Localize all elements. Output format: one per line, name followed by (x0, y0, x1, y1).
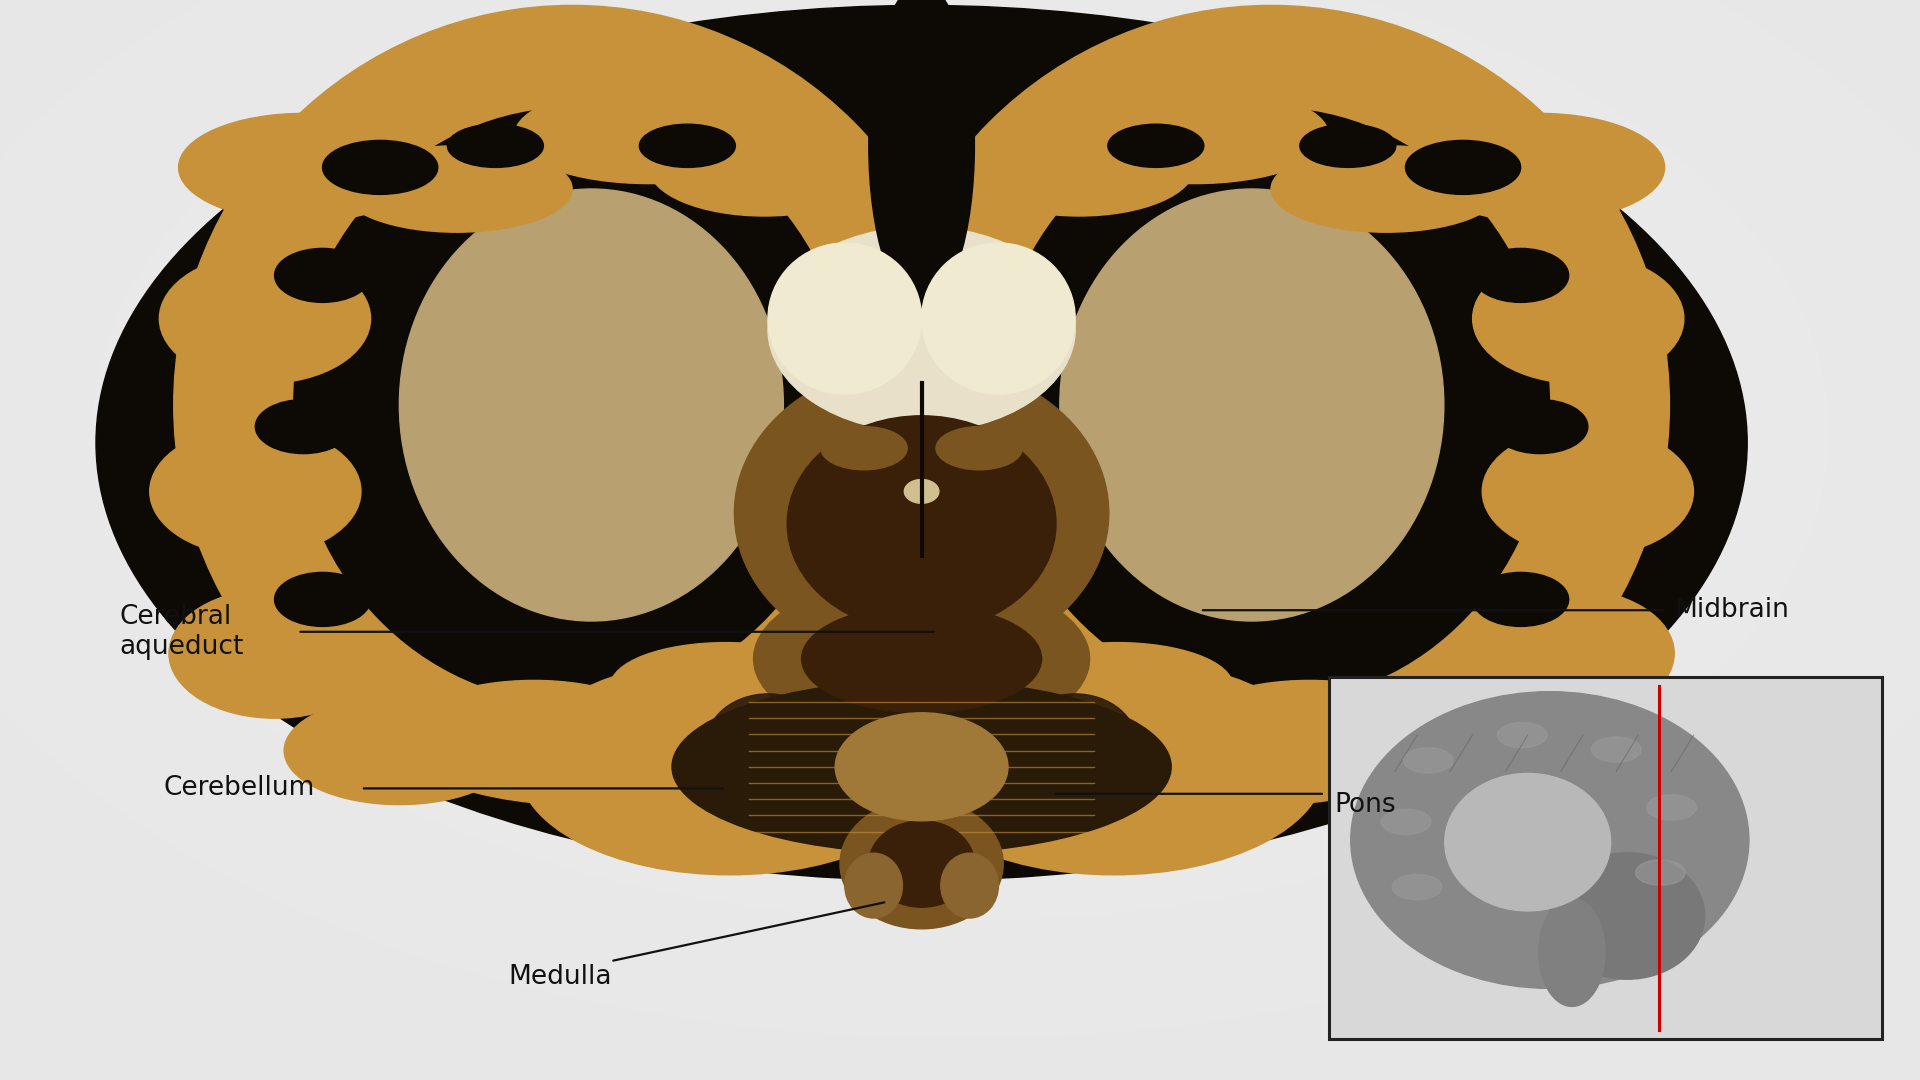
Ellipse shape (173, 5, 970, 805)
Ellipse shape (922, 243, 1075, 394)
Ellipse shape (672, 680, 1171, 853)
Text: Medulla: Medulla (509, 964, 612, 990)
Ellipse shape (1647, 795, 1697, 820)
Ellipse shape (868, 821, 973, 907)
Ellipse shape (993, 108, 1549, 702)
Ellipse shape (705, 694, 829, 797)
Ellipse shape (1271, 146, 1501, 232)
Ellipse shape (904, 480, 939, 503)
Ellipse shape (447, 124, 543, 167)
Ellipse shape (150, 427, 361, 556)
Ellipse shape (1300, 124, 1396, 167)
Text: Pons: Pons (1334, 792, 1396, 818)
Ellipse shape (941, 853, 998, 918)
Ellipse shape (611, 643, 841, 729)
Ellipse shape (835, 713, 1008, 821)
Text: Cerebral
aqueduct: Cerebral aqueduct (119, 604, 244, 660)
Ellipse shape (937, 427, 1023, 470)
Ellipse shape (1404, 747, 1453, 773)
Ellipse shape (1444, 773, 1611, 910)
Ellipse shape (872, 5, 1670, 805)
Ellipse shape (1060, 189, 1444, 621)
Ellipse shape (284, 697, 515, 805)
Ellipse shape (1060, 86, 1329, 184)
Ellipse shape (1185, 680, 1434, 778)
Ellipse shape (294, 108, 851, 702)
Ellipse shape (649, 119, 879, 216)
Ellipse shape (639, 124, 735, 167)
Ellipse shape (515, 86, 783, 184)
Text: Cerebellum: Cerebellum (163, 775, 315, 801)
Ellipse shape (964, 119, 1194, 216)
Ellipse shape (159, 254, 371, 383)
Ellipse shape (1415, 113, 1665, 221)
Ellipse shape (1473, 572, 1569, 626)
Ellipse shape (753, 576, 1089, 743)
Ellipse shape (409, 680, 659, 778)
Ellipse shape (1380, 809, 1430, 835)
Ellipse shape (1549, 852, 1705, 980)
Ellipse shape (1329, 697, 1559, 805)
Ellipse shape (255, 400, 351, 454)
Ellipse shape (1636, 860, 1686, 886)
Text: Midbrain: Midbrain (1674, 597, 1789, 623)
Ellipse shape (1108, 124, 1204, 167)
Ellipse shape (672, 670, 864, 821)
Ellipse shape (1498, 723, 1548, 747)
Ellipse shape (275, 572, 371, 626)
Ellipse shape (768, 227, 1075, 432)
Ellipse shape (1538, 897, 1605, 1007)
Ellipse shape (845, 853, 902, 918)
Ellipse shape (1002, 643, 1233, 729)
Ellipse shape (1473, 248, 1569, 302)
Ellipse shape (902, 659, 1325, 875)
Ellipse shape (1352, 691, 1749, 988)
Ellipse shape (518, 659, 941, 875)
Ellipse shape (179, 113, 428, 221)
Ellipse shape (169, 589, 380, 718)
Ellipse shape (979, 670, 1171, 821)
Ellipse shape (342, 146, 572, 232)
Ellipse shape (1392, 875, 1442, 900)
Ellipse shape (275, 248, 371, 302)
Ellipse shape (96, 5, 1747, 880)
Ellipse shape (1473, 254, 1684, 383)
Ellipse shape (787, 416, 1056, 632)
Ellipse shape (820, 427, 906, 470)
Ellipse shape (733, 362, 1110, 664)
Ellipse shape (1592, 737, 1642, 762)
FancyBboxPatch shape (1329, 677, 1882, 1039)
Ellipse shape (1482, 427, 1693, 556)
Ellipse shape (323, 140, 438, 194)
Ellipse shape (399, 189, 783, 621)
Ellipse shape (801, 605, 1041, 713)
Ellipse shape (839, 799, 1002, 929)
Ellipse shape (868, 0, 973, 308)
Ellipse shape (768, 243, 922, 394)
Ellipse shape (1012, 694, 1137, 797)
Ellipse shape (1463, 589, 1674, 718)
Ellipse shape (1405, 140, 1521, 194)
Ellipse shape (1492, 400, 1588, 454)
